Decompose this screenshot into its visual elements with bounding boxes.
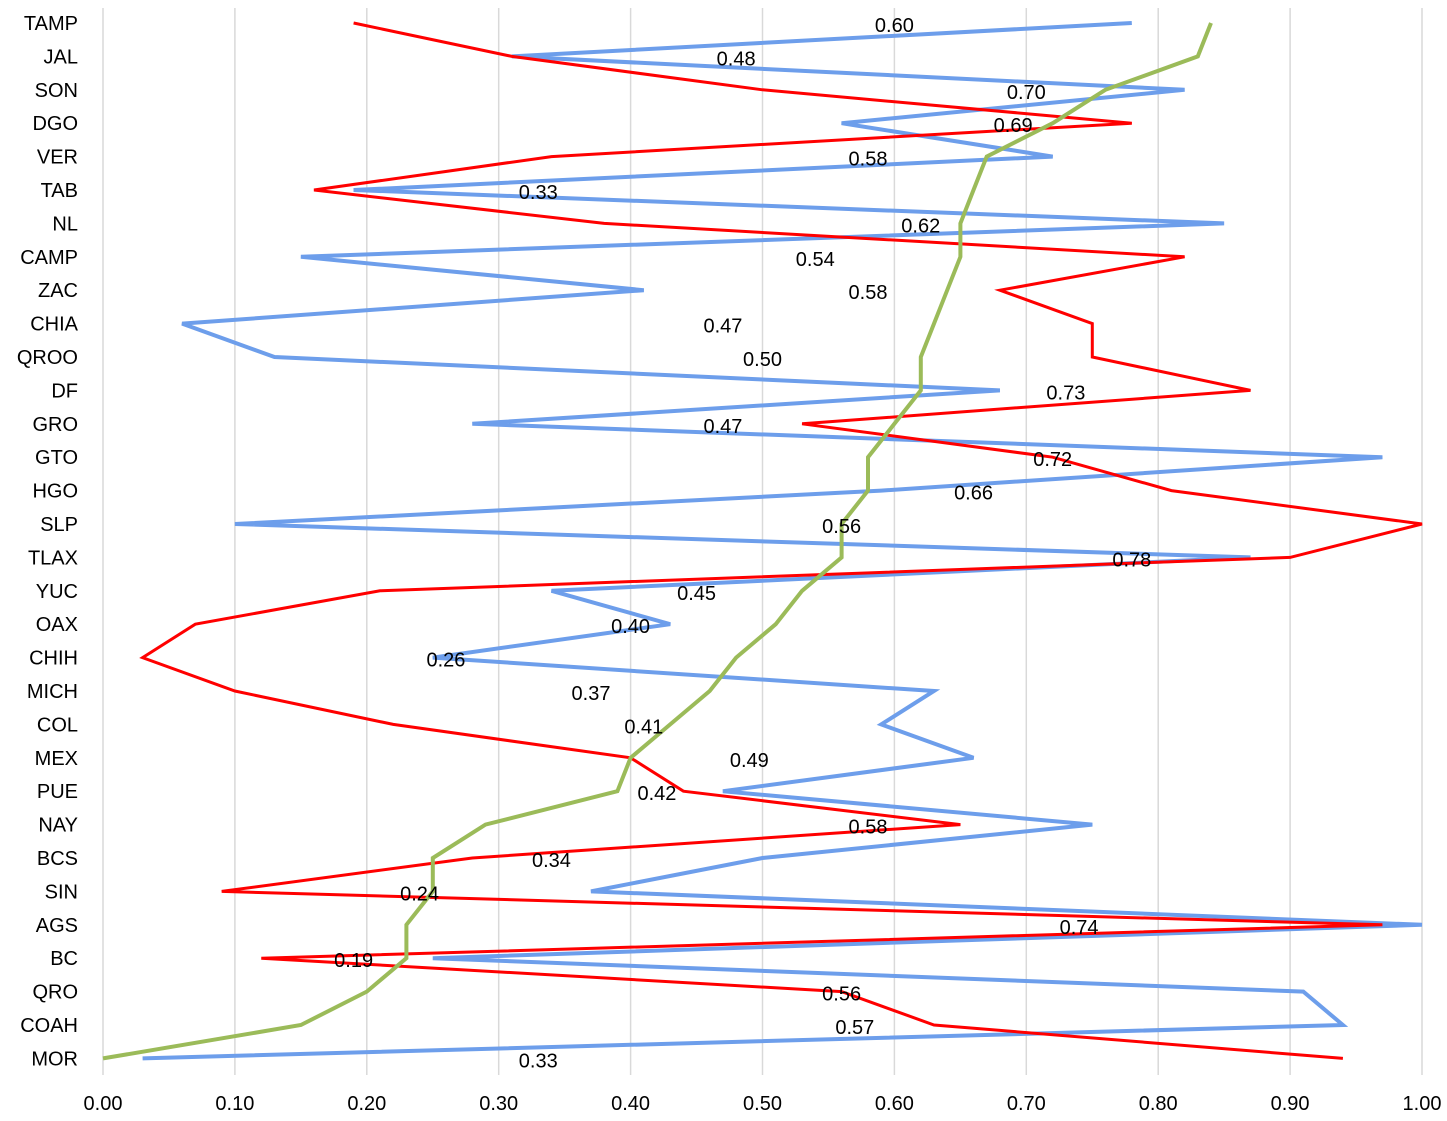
series-line: [142, 21, 1423, 1061]
category-label: QRO: [32, 982, 78, 1004]
data-label: 0.78: [1112, 549, 1151, 571]
x-tick-label: 0.30: [479, 1093, 518, 1115]
x-tick-label: 0.10: [215, 1093, 254, 1115]
data-label: 0.47: [703, 316, 742, 338]
series-line: [102, 22, 1213, 1061]
category-label: BCS: [37, 848, 78, 870]
category-label: YUC: [36, 581, 78, 603]
category-label: VER: [37, 147, 78, 169]
category-label: TAMP: [24, 13, 78, 35]
series-layer: [102, 21, 1423, 1061]
category-label: TAB: [41, 180, 78, 202]
category-label: MICH: [27, 681, 78, 703]
data-label: 0.33: [519, 1050, 558, 1072]
data-label: 0.45: [677, 583, 716, 605]
data-label: 0.42: [638, 783, 677, 805]
data-label: 0.54: [796, 249, 835, 271]
category-label: CHIH: [29, 648, 78, 670]
data-label: 0.57: [835, 1017, 874, 1039]
x-tick-label: 1.00: [1403, 1093, 1442, 1115]
category-label: CHIA: [30, 314, 78, 336]
data-label: 0.58: [849, 282, 888, 304]
category-label: GRO: [32, 414, 78, 436]
data-label: 0.56: [822, 984, 861, 1006]
category-label: PUE: [37, 781, 78, 803]
data-label: 0.48: [717, 48, 756, 70]
x-tick-label: 0.50: [743, 1093, 782, 1115]
x-tick-label: 0.70: [1007, 1093, 1046, 1115]
data-label: 0.40: [611, 616, 650, 638]
category-label: HGO: [32, 481, 78, 503]
data-label: 0.37: [572, 683, 611, 705]
data-labels: 0.60 0.48 0.70 0.69 0.58 0.33 0.62 0.54 0.58 0.47…: [334, 15, 1151, 1072]
category-label: SLP: [40, 514, 78, 536]
category-label: NL: [52, 213, 78, 235]
x-tick-label: 0.40: [611, 1093, 650, 1115]
data-label: 0.58: [849, 817, 888, 839]
data-label: 0.26: [426, 650, 465, 672]
x-tick-label: 0.80: [1139, 1093, 1178, 1115]
data-label: 0.50: [743, 349, 782, 371]
category-label: JAL: [44, 46, 78, 68]
category-label: DF: [51, 380, 78, 402]
data-label: 0.70: [1007, 82, 1046, 104]
category-label: BC: [50, 948, 78, 970]
data-label: 0.58: [849, 149, 888, 171]
category-label: GTO: [35, 447, 78, 469]
value-axis: 0.00 0.10 0.20 0.30 0.40 0.50 0.60 0.70 0.80 0.90…: [84, 1093, 1442, 1115]
series-line: [139, 21, 1423, 1060]
data-label: 0.62: [901, 215, 940, 237]
category-label: NAY: [38, 815, 78, 837]
category-label: SON: [35, 80, 78, 102]
category-label: CAMP: [20, 247, 78, 269]
data-label: 0.60: [875, 15, 914, 37]
data-label: 0.34: [532, 850, 571, 872]
category-label: DGO: [32, 113, 78, 135]
x-tick-label: 0.20: [347, 1093, 386, 1115]
data-label: 0.66: [954, 483, 993, 505]
data-label: 0.74: [1060, 917, 1099, 939]
category-label: COAH: [20, 1015, 78, 1037]
data-label: 0.19: [334, 950, 373, 972]
category-label: ZAC: [38, 280, 78, 302]
category-label: MOR: [31, 1048, 78, 1070]
category-axis: TAMP JAL SON DGO VER TAB NL CAMP ZAC CHIA QROO DF GR…: [17, 13, 79, 1070]
data-label: 0.24: [400, 883, 439, 905]
data-label: 0.73: [1046, 382, 1085, 404]
category-label: OAX: [36, 614, 78, 636]
x-tick-label: 0.90: [1271, 1093, 1310, 1115]
x-tick-label: 0.60: [875, 1093, 914, 1115]
category-label: AGS: [36, 915, 78, 937]
category-label: COL: [37, 714, 78, 736]
category-label: SIN: [45, 881, 78, 903]
data-label: 0.69: [994, 115, 1033, 137]
category-label: TLAX: [28, 547, 78, 569]
data-label: 0.49: [730, 750, 769, 772]
data-label: 0.41: [624, 716, 663, 738]
data-label: 0.33: [519, 182, 558, 204]
category-label: QROO: [17, 347, 78, 369]
category-label: MEX: [35, 748, 78, 770]
x-tick-label: 0.00: [84, 1093, 123, 1115]
data-label: 0.47: [703, 416, 742, 438]
data-label: 0.72: [1033, 449, 1072, 471]
data-label: 0.56: [822, 516, 861, 538]
